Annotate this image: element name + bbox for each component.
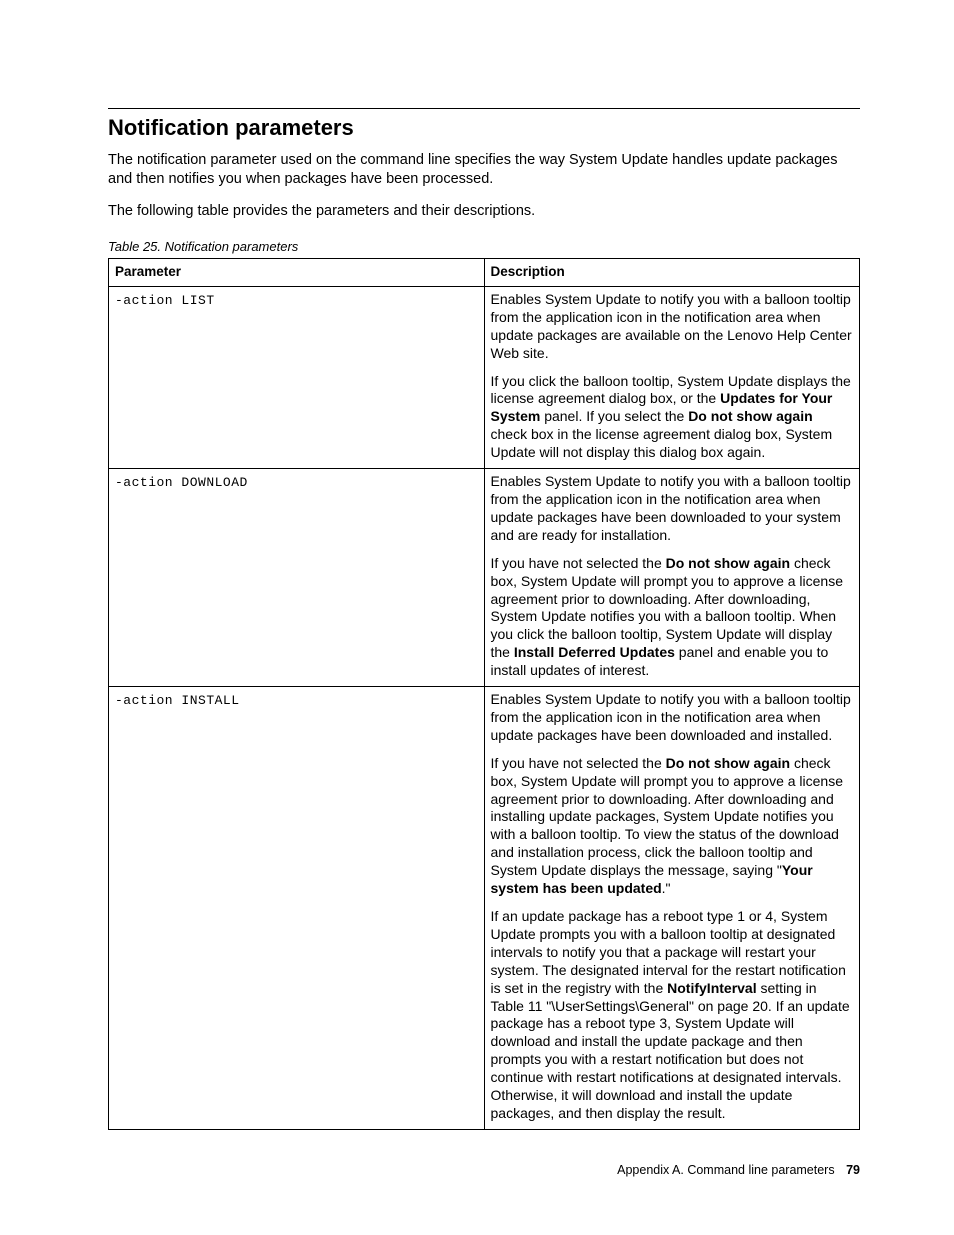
table-caption: Table 25. Notification parameters <box>108 239 860 254</box>
section-rule <box>108 108 860 109</box>
parameters-table: Parameter Description -action LIST Enable… <box>108 258 860 1130</box>
intro-paragraph-2: The following table provides the paramet… <box>108 202 860 221</box>
parameter-code: -action DOWNLOAD <box>115 475 248 490</box>
parameter-cell: -action LIST <box>109 286 485 468</box>
parameter-code: -action LIST <box>115 293 215 308</box>
intro-paragraph-1: The notification parameter used on the c… <box>108 151 860 188</box>
table-row: -action LIST Enables System Update to not… <box>109 286 860 468</box>
table-row: -action DOWNLOAD Enables System Update to… <box>109 469 860 687</box>
header-description: Description <box>484 258 860 286</box>
page-footer: Appendix A. Command line parameters 79 <box>617 1163 860 1177</box>
parameter-cell: -action INSTALL <box>109 687 485 1130</box>
page: Notification parameters The notification… <box>0 0 954 1235</box>
description-cell: Enables System Update to notify you with… <box>484 469 860 687</box>
section-title: Notification parameters <box>108 115 860 141</box>
page-number: 79 <box>846 1163 860 1177</box>
header-parameter: Parameter <box>109 258 485 286</box>
description-cell: Enables System Update to notify you with… <box>484 687 860 1130</box>
description-cell: Enables System Update to notify you with… <box>484 286 860 468</box>
footer-text: Appendix A. Command line parameters <box>617 1163 834 1177</box>
parameter-code: -action INSTALL <box>115 693 240 708</box>
parameter-cell: -action DOWNLOAD <box>109 469 485 687</box>
table-row: -action INSTALL Enables System Update to … <box>109 687 860 1130</box>
table-header-row: Parameter Description <box>109 258 860 286</box>
